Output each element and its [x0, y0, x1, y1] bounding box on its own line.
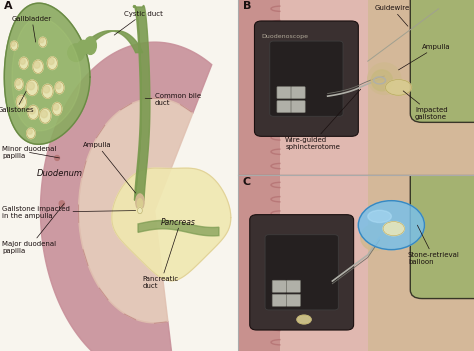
FancyBboxPatch shape [291, 87, 305, 99]
Text: Ampulla: Ampulla [83, 143, 136, 193]
Text: Major duodenal
papilla: Major duodenal papilla [2, 204, 64, 254]
Ellipse shape [361, 224, 389, 251]
Ellipse shape [136, 194, 144, 210]
Ellipse shape [17, 97, 23, 103]
Text: Minor duodenal
papilla: Minor duodenal papilla [2, 146, 60, 159]
Ellipse shape [368, 63, 401, 94]
Ellipse shape [19, 57, 28, 69]
Circle shape [358, 201, 424, 250]
FancyBboxPatch shape [291, 100, 305, 113]
Ellipse shape [17, 95, 27, 108]
Bar [238, 176, 281, 351]
Polygon shape [138, 220, 219, 236]
FancyBboxPatch shape [410, 159, 474, 299]
Ellipse shape [77, 40, 89, 54]
FancyBboxPatch shape [272, 280, 286, 292]
Ellipse shape [137, 199, 143, 208]
Text: Impacted
gallstone: Impacted gallstone [403, 91, 447, 120]
Ellipse shape [15, 79, 23, 90]
FancyBboxPatch shape [255, 21, 358, 136]
Ellipse shape [52, 102, 62, 115]
Text: Duodenoscope: Duodenoscope [262, 34, 309, 39]
Text: Duodenum: Duodenum [36, 168, 82, 178]
Ellipse shape [11, 41, 15, 46]
Ellipse shape [39, 108, 51, 123]
FancyBboxPatch shape [250, 215, 354, 330]
Polygon shape [80, 31, 143, 53]
Text: A: A [4, 1, 12, 11]
Ellipse shape [20, 58, 25, 65]
Text: Pancreas: Pancreas [161, 218, 196, 227]
Polygon shape [40, 42, 212, 351]
Text: B: B [243, 1, 251, 11]
Ellipse shape [15, 80, 20, 85]
Ellipse shape [26, 80, 38, 95]
Ellipse shape [371, 70, 392, 91]
FancyBboxPatch shape [272, 294, 286, 306]
Ellipse shape [383, 221, 404, 236]
Ellipse shape [55, 82, 64, 94]
Ellipse shape [11, 41, 18, 50]
Text: Stone-retrieval
balloon: Stone-retrieval balloon [408, 225, 460, 265]
FancyBboxPatch shape [410, 0, 474, 122]
Ellipse shape [29, 107, 36, 114]
Ellipse shape [27, 82, 35, 90]
Polygon shape [79, 98, 193, 323]
Polygon shape [12, 18, 81, 131]
Ellipse shape [43, 86, 50, 93]
Ellipse shape [27, 129, 32, 134]
Text: C: C [243, 177, 251, 187]
Ellipse shape [59, 201, 64, 206]
Bar [368, 176, 474, 351]
FancyBboxPatch shape [286, 280, 301, 292]
Bar [238, 0, 281, 175]
Ellipse shape [33, 60, 43, 73]
Ellipse shape [41, 110, 47, 118]
Ellipse shape [385, 80, 411, 95]
Ellipse shape [297, 315, 311, 324]
Polygon shape [112, 168, 231, 281]
Text: Common bile
duct: Common bile duct [145, 93, 201, 106]
Ellipse shape [55, 155, 60, 160]
FancyBboxPatch shape [277, 87, 291, 99]
Ellipse shape [368, 210, 392, 223]
Ellipse shape [48, 58, 54, 65]
Text: Pancreatic
duct: Pancreatic duct [143, 228, 179, 289]
FancyBboxPatch shape [277, 100, 291, 113]
Ellipse shape [68, 44, 84, 61]
Text: Gallstone impacted
in the ampulla: Gallstone impacted in the ampulla [2, 206, 136, 219]
Polygon shape [4, 3, 90, 144]
Ellipse shape [39, 38, 44, 43]
FancyBboxPatch shape [270, 41, 343, 116]
Text: Guidewire: Guidewire [375, 6, 410, 26]
Text: Cystic duct: Cystic duct [114, 11, 163, 35]
Ellipse shape [34, 62, 40, 68]
Text: Wire-guided
sphincterotome: Wire-guided sphincterotome [285, 89, 361, 150]
Ellipse shape [27, 128, 35, 139]
Ellipse shape [28, 105, 39, 119]
Text: Gallstones: Gallstones [0, 91, 34, 113]
FancyBboxPatch shape [286, 294, 301, 306]
Ellipse shape [55, 83, 61, 89]
Ellipse shape [42, 84, 53, 98]
FancyBboxPatch shape [265, 235, 338, 310]
Bar [368, 0, 474, 175]
Ellipse shape [39, 37, 46, 47]
Circle shape [84, 37, 96, 54]
Ellipse shape [47, 57, 57, 69]
Text: Ampulla: Ampulla [399, 44, 451, 70]
Ellipse shape [53, 104, 59, 110]
Polygon shape [133, 6, 150, 200]
Ellipse shape [137, 207, 142, 214]
Text: Gallbladder: Gallbladder [12, 16, 52, 42]
